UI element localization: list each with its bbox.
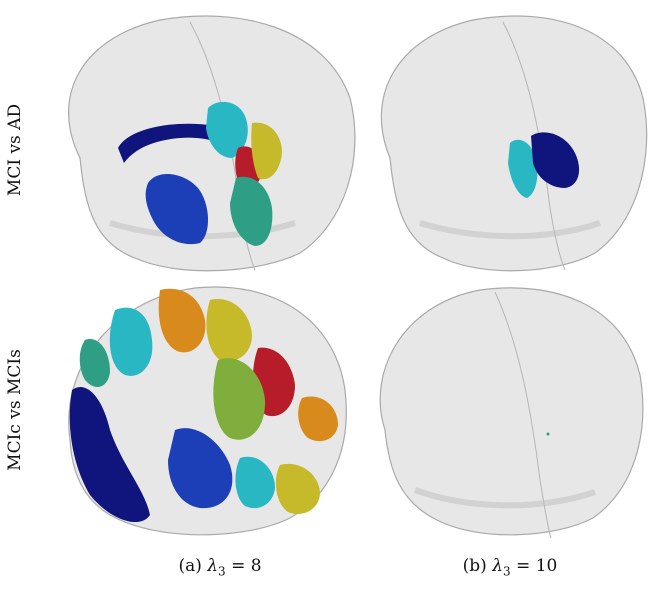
caption-a: (a) λ3 = 8 <box>178 556 262 579</box>
brain-panel-mcic-mcis-lambda8 <box>68 286 347 536</box>
region-cyan <box>508 139 538 198</box>
region-cyan-upper <box>109 307 153 376</box>
region-navy <box>531 132 580 188</box>
region-orange <box>158 288 206 353</box>
caption-b-subscript: 3 <box>503 564 511 579</box>
caption-a-subscript: 3 <box>218 564 226 579</box>
region-teal-dot <box>546 432 550 436</box>
region-cyan-lower <box>235 456 275 509</box>
region-cyan <box>206 101 248 158</box>
brain-shell <box>379 287 644 539</box>
brain-panel-mcic-mcis-lambda10 <box>379 287 644 539</box>
region-green <box>213 358 266 440</box>
region-teal-upper <box>79 339 110 387</box>
region-blue-lower <box>145 173 209 245</box>
caption-a-lambda: λ <box>207 556 219 576</box>
caption-b: (b) λ3 = 10 <box>462 556 558 579</box>
caption-b-lambda: λ <box>492 556 503 576</box>
row-label-top: MCI vs AD <box>2 30 28 270</box>
region-teal <box>230 176 273 246</box>
row-label-mcic-vs-mcis: MCIc vs MCIs <box>5 349 26 471</box>
region-orange-right <box>298 396 338 442</box>
row-label-bottom: MCIc vs MCIs <box>2 285 28 535</box>
region-yellow-upper <box>206 299 252 362</box>
brain-panel-mci-ad-lambda10 <box>380 15 648 272</box>
region-blue-lower <box>168 428 233 509</box>
row-label-mci-vs-ad: MCI vs AD <box>5 103 26 197</box>
region-yellow-lower <box>275 463 320 514</box>
region-yellow <box>251 122 282 180</box>
brain-panel-mci-ad-lambda8 <box>68 15 356 272</box>
region-navy <box>69 386 150 523</box>
